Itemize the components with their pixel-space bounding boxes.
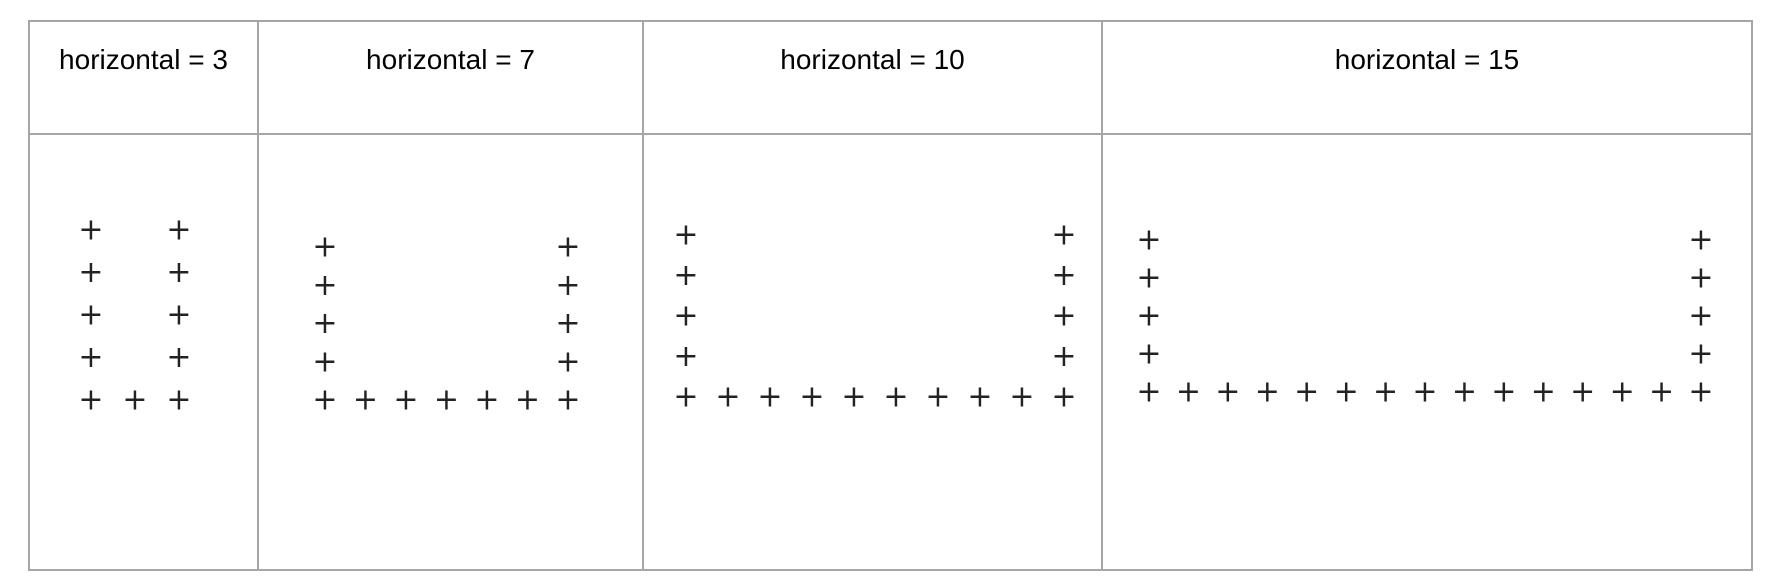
plus-marker-bottom-row-8: + <box>1452 375 1477 410</box>
plus-marker-left-column-2: + <box>312 306 337 341</box>
plus-marker-right-column-1: + <box>1688 261 1713 296</box>
plus-marker-bottom-row-13: + <box>1649 375 1674 410</box>
plus-marker-bottom-row-4: + <box>841 380 866 415</box>
plus-marker-bottom-row-1: + <box>715 380 740 415</box>
plus-marker-bottom-row-2: + <box>757 380 782 415</box>
plus-marker-bottom-row-10: + <box>1531 375 1556 410</box>
plus-marker-right-column-3: + <box>1688 337 1713 372</box>
plus-marker-right-column-0: + <box>166 213 191 248</box>
plus-marker-bottom-row-3: + <box>799 380 824 415</box>
plus-marker-left-column-2: + <box>673 299 698 334</box>
plus-marker-bottom-row-11: + <box>1570 375 1595 410</box>
plus-marker-bottom-row-2: + <box>166 383 191 418</box>
plus-marker-left-column-0: + <box>673 218 698 253</box>
plus-marker-left-column-3: + <box>1136 337 1161 372</box>
plus-marker-left-column-0: + <box>78 213 103 248</box>
plus-marker-left-column-3: + <box>78 340 103 375</box>
plus-marker-right-column-0: + <box>1688 223 1713 258</box>
plus-marker-left-column-0: + <box>1136 223 1161 258</box>
plus-marker-right-column-0: + <box>555 230 580 265</box>
plus-marker-bottom-row-7: + <box>967 380 992 415</box>
plus-marker-bottom-row-1: + <box>1176 375 1201 410</box>
plus-marker-bottom-row-2: + <box>1215 375 1240 410</box>
plus-marker-left-column-0: + <box>312 230 337 265</box>
plus-marker-right-column-3: + <box>555 344 580 379</box>
plus-marker-bottom-row-3: + <box>1255 375 1280 410</box>
plus-marker-bottom-row-8: + <box>1009 380 1034 415</box>
plus-marker-right-column-0: + <box>1051 218 1076 253</box>
plus-marker-bottom-row-5: + <box>883 380 908 415</box>
plus-marker-left-column-1: + <box>1136 261 1161 296</box>
plus-marker-bottom-row-6: + <box>925 380 950 415</box>
plus-marker-left-column-2: + <box>78 298 103 333</box>
plus-marker-bottom-row-4: + <box>1294 375 1319 410</box>
plus-marker-right-column-1: + <box>555 268 580 303</box>
u-shape-figure-4: + ++ ++ ++ ++ + + + + + + + + + + + + + + <box>1136 223 1713 410</box>
plus-marker-bottom-row-7: + <box>1412 375 1437 410</box>
plus-marker-left-column-2: + <box>1136 299 1161 334</box>
plus-marker-bottom-row-0: + <box>1136 375 1161 410</box>
plus-marker-left-column-3: + <box>673 339 698 374</box>
plus-marker-right-column-3: + <box>166 340 191 375</box>
header-row: horizontal = 3 horizontal = 7 horizontal… <box>28 20 1753 135</box>
plus-marker-bottom-row-3: + <box>434 383 459 418</box>
plus-marker-right-column-3: + <box>1051 339 1076 374</box>
panel-header-3: horizontal = 10 <box>642 20 1103 135</box>
u-shape-figure-2: + ++ ++ ++ ++ + + + + + + <box>312 230 580 418</box>
figure-row: + + + + + + + + + + + + + + + + + + + + + + + + + + + + + + + + + + + + + +… <box>28 133 1753 571</box>
panel-header-2: horizontal = 7 <box>257 20 644 135</box>
plus-marker-bottom-row-6: + <box>555 383 580 418</box>
plus-marker-right-column-1: + <box>1051 258 1076 293</box>
plus-marker-bottom-row-6: + <box>1373 375 1398 410</box>
plus-marker-bottom-row-14: + <box>1688 375 1713 410</box>
panel-figure-2: + + + + + + + + + + + + + + + <box>257 133 644 571</box>
plus-marker-bottom-row-5: + <box>1334 375 1359 410</box>
plus-marker-bottom-row-4: + <box>474 383 499 418</box>
panel-figure-1: + + + + + + + + + + + <box>28 133 259 571</box>
plus-marker-right-column-1: + <box>166 255 191 290</box>
plus-marker-bottom-row-12: + <box>1610 375 1635 410</box>
plus-marker-bottom-row-0: + <box>78 383 103 418</box>
panel-figure-3: + + + + + + + + + + + + + + + + + + <box>642 133 1103 571</box>
plus-marker-bottom-row-0: + <box>312 383 337 418</box>
plus-marker-bottom-row-0: + <box>673 380 698 415</box>
plus-marker-right-column-2: + <box>1688 299 1713 334</box>
plus-marker-bottom-row-5: + <box>515 383 540 418</box>
plus-marker-left-column-1: + <box>673 258 698 293</box>
plus-marker-bottom-row-2: + <box>393 383 418 418</box>
plus-marker-left-column-3: + <box>312 344 337 379</box>
panel-header-1: horizontal = 3 <box>28 20 259 135</box>
plus-marker-bottom-row-1: + <box>353 383 378 418</box>
plus-marker-right-column-2: + <box>555 306 580 341</box>
plus-marker-left-column-1: + <box>312 268 337 303</box>
plus-marker-right-column-2: + <box>166 298 191 333</box>
plus-marker-bottom-row-1: + <box>122 383 147 418</box>
u-shape-figure-1: + + + + + + + + + + + <box>78 213 191 418</box>
comparison-table: horizontal = 3 horizontal = 7 horizontal… <box>28 20 1753 571</box>
plus-marker-bottom-row-9: + <box>1491 375 1516 410</box>
plus-marker-bottom-row-9: + <box>1051 380 1076 415</box>
panel-figure-4: + + + + + + + + + + + + + + + + + + + + + + + <box>1101 133 1753 571</box>
u-shape-figure-3: + + + + + + + + + + + + + + + + + + <box>673 218 1076 415</box>
plus-marker-right-column-2: + <box>1051 299 1076 334</box>
plus-marker-left-column-1: + <box>78 255 103 290</box>
panel-header-4: horizontal = 15 <box>1101 20 1753 135</box>
